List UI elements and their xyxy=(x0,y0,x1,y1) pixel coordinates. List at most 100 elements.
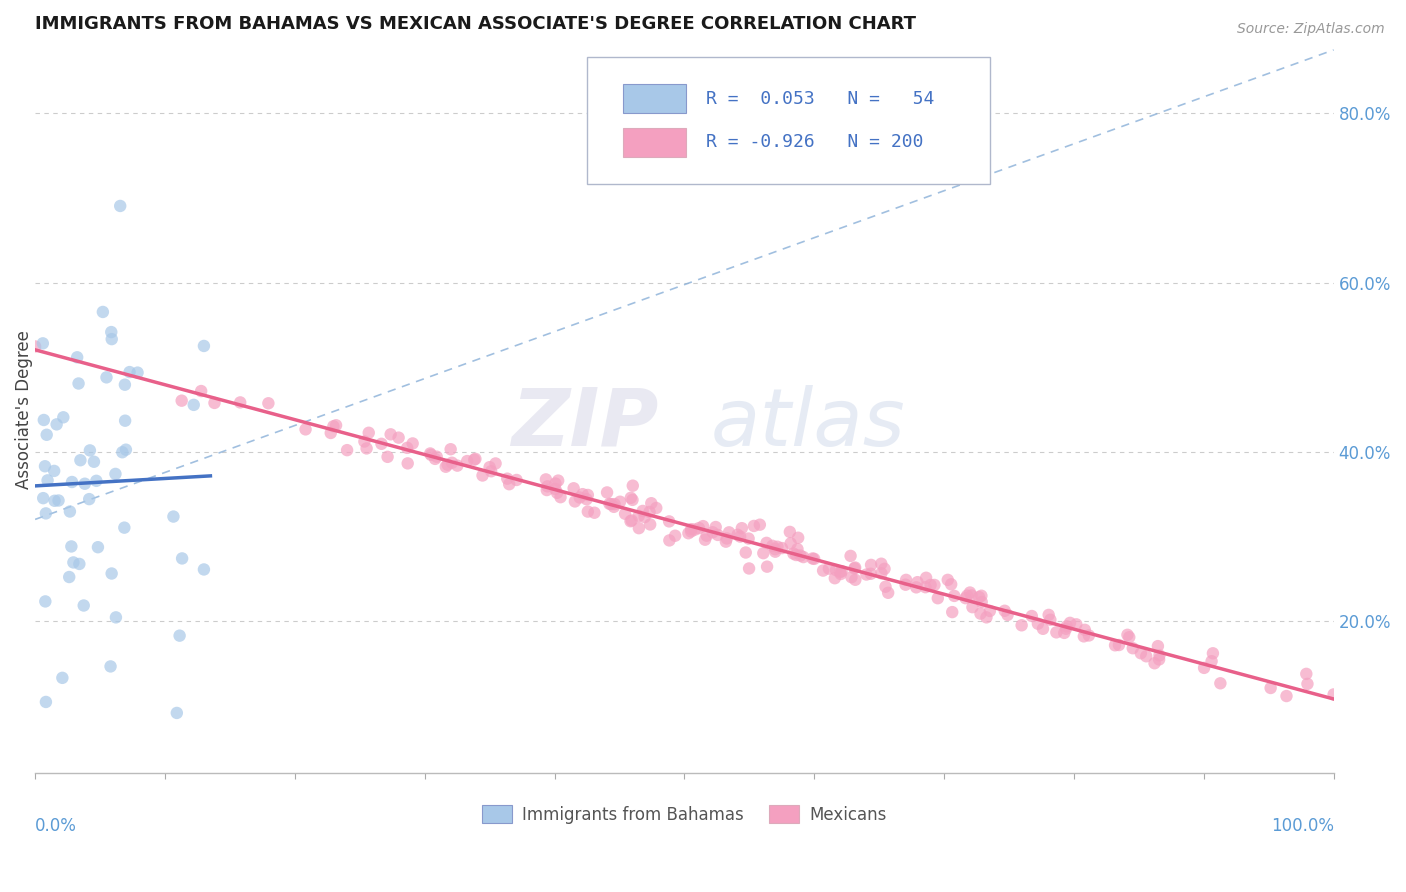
Point xyxy=(127,366,149,380)
Point xyxy=(877,586,900,600)
Point xyxy=(118,365,141,379)
Point xyxy=(434,459,457,474)
Point xyxy=(568,491,591,505)
Point xyxy=(844,560,866,574)
Point xyxy=(727,528,749,542)
Point xyxy=(478,460,501,475)
Point xyxy=(825,563,848,577)
Bar xyxy=(623,84,686,113)
Point xyxy=(786,542,808,557)
Point xyxy=(905,580,928,594)
Point xyxy=(960,589,983,603)
Point xyxy=(692,519,714,533)
Point xyxy=(1118,630,1140,644)
Point xyxy=(979,604,1001,618)
Point xyxy=(779,524,801,539)
Point xyxy=(544,482,567,496)
Point xyxy=(1275,689,1298,703)
Point xyxy=(162,509,184,524)
Text: atlas: atlas xyxy=(710,385,905,463)
Point xyxy=(770,541,793,555)
FancyBboxPatch shape xyxy=(586,56,990,184)
Point xyxy=(172,551,194,566)
Point xyxy=(683,523,706,537)
Point xyxy=(1202,646,1225,660)
Point xyxy=(1039,613,1062,627)
Point xyxy=(357,425,380,440)
Point xyxy=(955,591,977,606)
Point xyxy=(763,544,786,558)
Point xyxy=(1192,661,1215,675)
Point xyxy=(1021,609,1043,624)
Point xyxy=(1147,639,1170,653)
Point xyxy=(51,671,73,685)
Point xyxy=(440,442,463,457)
Point xyxy=(678,526,700,541)
Point xyxy=(818,561,841,575)
Point xyxy=(322,419,344,434)
Point xyxy=(755,536,778,550)
Point xyxy=(1135,649,1157,664)
Point xyxy=(748,517,770,532)
Point xyxy=(621,492,644,507)
Point xyxy=(956,589,979,603)
Point xyxy=(782,547,804,561)
Point xyxy=(44,464,66,478)
Point xyxy=(544,476,567,491)
Point xyxy=(824,571,846,585)
Point xyxy=(60,475,83,489)
Point xyxy=(446,458,468,473)
Point xyxy=(67,376,90,391)
Point xyxy=(620,513,643,527)
Point xyxy=(456,454,478,468)
Point xyxy=(681,522,703,536)
Point xyxy=(844,561,866,575)
Point xyxy=(1059,615,1081,630)
Point xyxy=(627,521,650,535)
Point xyxy=(73,476,96,491)
Text: Source: ZipAtlas.com: Source: ZipAtlas.com xyxy=(1237,22,1385,37)
Point xyxy=(970,595,993,609)
Point xyxy=(34,459,56,474)
Text: 100.0%: 100.0% xyxy=(1271,817,1334,835)
Point xyxy=(536,479,558,493)
Point xyxy=(1129,646,1152,660)
Point xyxy=(734,545,756,559)
Text: ZIP: ZIP xyxy=(510,385,658,463)
Point xyxy=(803,552,825,566)
Point xyxy=(401,436,423,450)
Point xyxy=(204,396,226,410)
Point xyxy=(731,521,754,535)
Point xyxy=(114,414,136,428)
Point xyxy=(962,600,984,615)
Text: R =  0.053   N =   54: R = 0.053 N = 54 xyxy=(706,90,935,108)
Point xyxy=(811,564,834,578)
Point xyxy=(875,580,897,594)
Point xyxy=(1147,652,1170,666)
Point xyxy=(426,450,449,464)
Point xyxy=(756,559,779,574)
Point xyxy=(967,590,990,604)
Point xyxy=(79,443,101,458)
Point xyxy=(831,564,853,578)
Point xyxy=(114,377,136,392)
Point xyxy=(1201,654,1223,668)
Point xyxy=(785,548,807,562)
Point xyxy=(356,442,378,456)
Point xyxy=(1066,617,1088,632)
Point xyxy=(1073,629,1095,643)
Point xyxy=(789,549,811,563)
Point xyxy=(112,521,135,535)
Point xyxy=(108,199,131,213)
Point xyxy=(100,325,122,339)
Point xyxy=(742,519,765,533)
Point xyxy=(100,659,122,673)
Point xyxy=(907,575,929,590)
Point xyxy=(193,339,215,353)
Point xyxy=(621,478,644,492)
Point xyxy=(1032,622,1054,636)
Point xyxy=(1077,628,1099,642)
Point xyxy=(576,488,599,502)
Point xyxy=(319,425,342,440)
Point xyxy=(170,393,193,408)
